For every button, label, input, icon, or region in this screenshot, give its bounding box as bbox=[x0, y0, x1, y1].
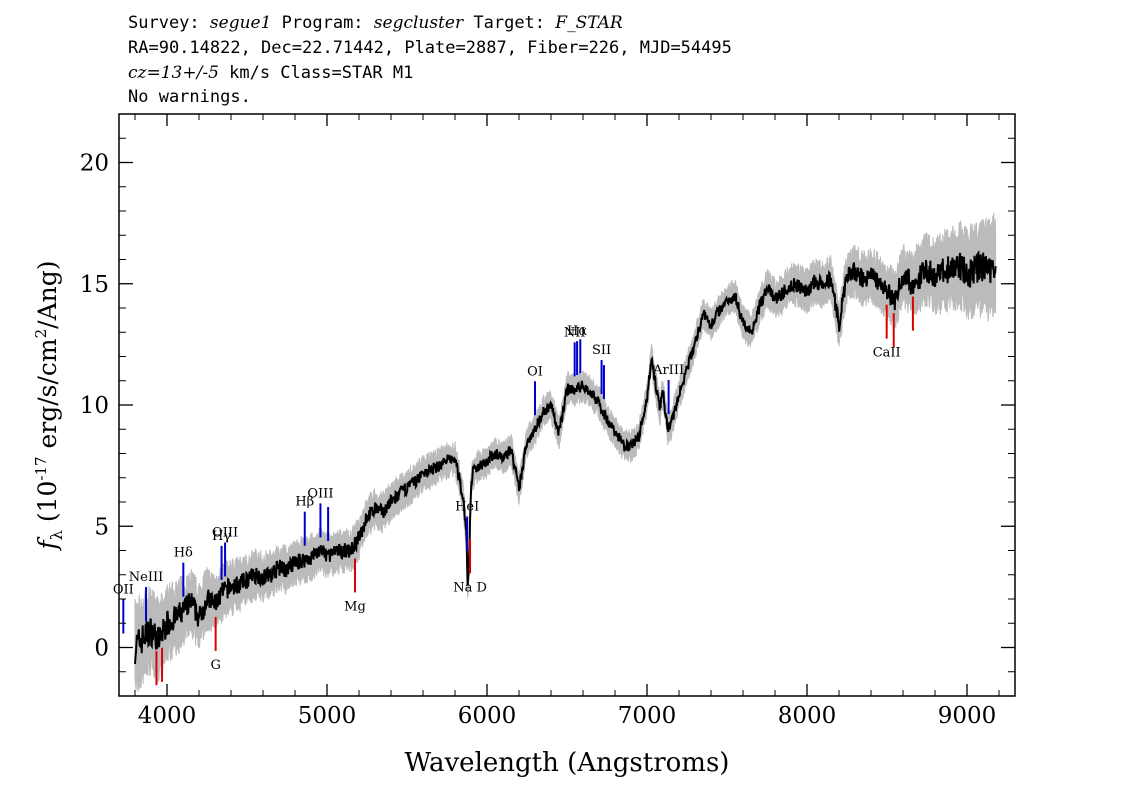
y-tick-label-0: 0 bbox=[94, 636, 109, 662]
survey-label: Survey: bbox=[128, 13, 200, 33]
emission-label-1: NeIII bbox=[129, 570, 163, 585]
error-band-layer bbox=[134, 212, 997, 692]
emission-label-10: NII bbox=[564, 325, 586, 340]
target-label: Target: bbox=[473, 13, 546, 33]
x-tick-label-3: 7000 bbox=[618, 703, 677, 729]
absorption-label-2: G bbox=[210, 658, 220, 673]
emission-label-3: Hγ bbox=[212, 529, 231, 544]
emission-label-6: OIII bbox=[307, 486, 333, 501]
x-axis-label: Wavelength (Angstroms) bbox=[405, 748, 730, 778]
emission-label-5: Hβ bbox=[295, 495, 314, 510]
emission-label-8: HeI bbox=[455, 500, 479, 515]
x-tick-label-2: 6000 bbox=[458, 703, 517, 729]
target-value: F_STAR bbox=[555, 13, 623, 33]
header-line-4: No warnings. bbox=[128, 87, 251, 107]
line-markers-layer: OIINeIIIHδHγOIIIHβOIIIHeIOINIIHαSIIArIII… bbox=[113, 296, 914, 686]
header-line-2: RA=90.14822, Dec=22.71442, Plate=2887, F… bbox=[128, 38, 732, 58]
y-tick-label-3: 15 bbox=[80, 272, 109, 298]
absorption-label-5: CaII bbox=[873, 346, 901, 361]
x-tick-label-1: 5000 bbox=[298, 703, 357, 729]
axis-ticks-layer: 4000 5000 6000 7000 8000 9000 0 5 10 15 20 bbox=[80, 114, 1015, 729]
redshift-value: cz=13+/-5 bbox=[128, 63, 219, 83]
header-line-3: cz=13+/-5 km/s Class=STAR M1 bbox=[128, 63, 413, 83]
survey-value: segue1 bbox=[209, 13, 272, 33]
y-tick-label-4: 20 bbox=[80, 151, 109, 177]
x-tick-label-0: 4000 bbox=[138, 703, 197, 729]
emission-label-0: OII bbox=[113, 583, 134, 598]
y-tick-label-2: 10 bbox=[80, 393, 109, 419]
class-text: km/s Class=STAR M1 bbox=[218, 63, 414, 83]
flux-layer bbox=[134, 249, 997, 664]
absorption-label-4: Na D bbox=[453, 580, 487, 595]
emission-label-13: SII bbox=[592, 343, 611, 358]
y-tick-label-1: 5 bbox=[94, 514, 109, 540]
program-value: segcluster bbox=[373, 13, 464, 33]
emission-label-9: OI bbox=[527, 364, 543, 379]
emission-label-11: Hα bbox=[567, 324, 587, 339]
emission-label-15: ArIII bbox=[652, 363, 684, 378]
flux-line bbox=[134, 249, 997, 664]
absorption-label-3: Mg bbox=[344, 599, 366, 614]
x-tick-label-5: 9000 bbox=[938, 703, 997, 729]
x-tick-label-4: 8000 bbox=[778, 703, 837, 729]
y-axis-label: fλ (10-17 erg/s/cm2/Ang) bbox=[32, 260, 66, 551]
header-line-1: Survey: segue1 Program: segcluster Targe… bbox=[128, 13, 623, 33]
error-band bbox=[134, 212, 997, 692]
program-label: Program: bbox=[281, 13, 364, 33]
emission-label-4: OIII bbox=[212, 525, 238, 540]
emission-label-2: Hδ bbox=[174, 546, 193, 561]
